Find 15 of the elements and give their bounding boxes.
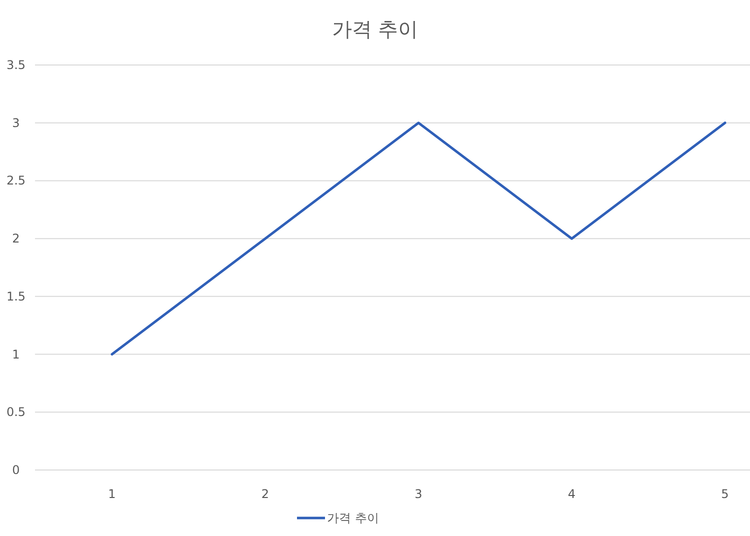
chart-title: 가격 추이 xyxy=(332,17,418,41)
y-tick-label: 0 xyxy=(12,463,20,477)
x-tick-label: 1 xyxy=(108,487,116,501)
y-tick-label: 1 xyxy=(12,347,20,362)
y-tick-label: 3.5 xyxy=(6,58,26,72)
y-tick-label: 2.5 xyxy=(6,174,26,188)
x-tick-label: 5 xyxy=(721,487,729,501)
y-tick-label: 1.5 xyxy=(6,289,26,304)
x-tick-label: 2 xyxy=(261,487,270,501)
y-tick-label: 2 xyxy=(12,232,20,246)
x-tick-label: 3 xyxy=(414,487,422,501)
y-tick-label: 0.5 xyxy=(6,405,26,420)
x-tick-label: 4 xyxy=(568,487,576,501)
y-tick-label: 3 xyxy=(12,116,20,130)
legend-label: 가격 추이 xyxy=(327,511,379,525)
